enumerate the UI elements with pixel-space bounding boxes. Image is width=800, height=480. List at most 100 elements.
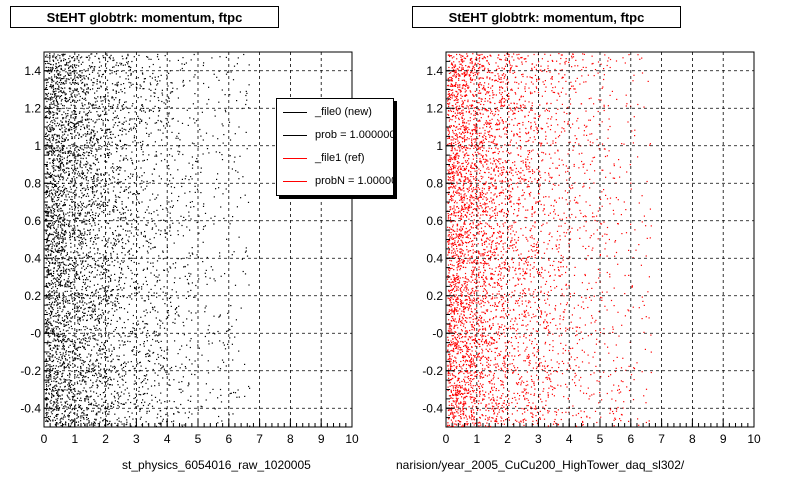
scatter-point (74, 126, 76, 128)
scatter-point (103, 185, 105, 187)
scatter-point (107, 92, 109, 94)
scatter-point (172, 87, 174, 89)
scatter-point (71, 196, 73, 198)
scatter-point (71, 180, 74, 182)
scatter-point (105, 88, 107, 90)
scatter-point (189, 340, 191, 342)
scatter-point (52, 224, 54, 226)
scatter-point (83, 126, 85, 128)
scatter-point (132, 418, 134, 420)
scatter-point (51, 103, 53, 105)
scatter-point (89, 168, 91, 170)
scatter-point (91, 211, 94, 213)
scatter-point (107, 276, 109, 278)
scatter-point (74, 217, 77, 219)
scatter-point (131, 105, 133, 107)
scatter-point (59, 97, 61, 99)
scatter-point (104, 371, 106, 373)
scatter-point (97, 176, 99, 179)
scatter-point (103, 188, 105, 190)
scatter-point (48, 382, 50, 384)
scatter-point (78, 346, 80, 348)
scatter-point (118, 100, 120, 102)
scatter-point (60, 422, 62, 424)
scatter-point (61, 398, 63, 400)
scatter-point (90, 111, 92, 113)
scatter-point (120, 225, 122, 227)
scatter-point (139, 87, 141, 89)
scatter-point (65, 230, 67, 233)
scatter-point (64, 126, 66, 128)
scatter-point (136, 175, 138, 177)
scatter-point (128, 65, 130, 67)
scatter-point (96, 53, 98, 55)
scatter-point (104, 272, 106, 274)
scatter-point (90, 186, 92, 189)
scatter-point (63, 348, 65, 350)
scatter-point (75, 157, 77, 159)
scatter-point (98, 318, 100, 320)
scatter-point (132, 71, 134, 73)
scatter-point (113, 346, 115, 349)
scatter-point (58, 293, 60, 296)
scatter-point (124, 335, 126, 337)
scatter-point (81, 192, 83, 194)
scatter-point (64, 68, 66, 70)
scatter-point (52, 359, 55, 361)
scatter-point (50, 324, 52, 326)
scatter-point (71, 137, 73, 140)
scatter-point (79, 76, 81, 78)
scatter-point (90, 265, 92, 267)
scatter-point (249, 387, 251, 389)
scatter-point (84, 423, 86, 425)
scatter-point (90, 301, 92, 303)
scatter-point (57, 243, 59, 245)
scatter-point (120, 421, 122, 423)
scatter-point (154, 223, 156, 225)
scatter-point (116, 62, 118, 64)
scatter-point (76, 145, 78, 147)
scatter-point (100, 137, 102, 140)
scatter-point (84, 343, 86, 345)
scatter-point (171, 118, 173, 120)
scatter-point (88, 102, 90, 104)
scatter-point (129, 230, 131, 232)
scatter-point (50, 93, 52, 95)
scatter-point (52, 160, 54, 163)
scatter-point (148, 66, 151, 68)
scatter-point (81, 97, 83, 99)
scatter-point (80, 392, 82, 394)
scatter-point (50, 71, 52, 73)
scatter-point (119, 386, 121, 388)
scatter-point (181, 178, 183, 180)
scatter-point (90, 371, 93, 373)
scatter-point (100, 65, 102, 67)
scatter-point (87, 78, 90, 80)
scatter-point (70, 74, 72, 76)
scatter-point (231, 168, 233, 170)
scatter-point (54, 378, 56, 380)
scatter-point (224, 348, 227, 350)
scatter-point (79, 317, 81, 319)
scatter-point (225, 365, 227, 367)
scatter-point (47, 318, 49, 320)
scatter-point (188, 211, 190, 213)
scatter-point (65, 64, 67, 66)
scatter-point (57, 372, 59, 375)
scatter-point (48, 260, 50, 262)
scatter-point (110, 323, 112, 325)
scatter-point (112, 366, 114, 368)
scatter-point (52, 420, 54, 422)
scatter-point (74, 110, 76, 112)
scatter-point (58, 314, 60, 316)
scatter-point (95, 402, 97, 404)
scatter-point (91, 168, 93, 170)
scatter-point (72, 388, 74, 390)
scatter-point (110, 405, 112, 407)
scatter-point (106, 260, 108, 262)
scatter-point (169, 384, 171, 386)
scatter-point (222, 342, 224, 344)
scatter-point (52, 187, 54, 189)
scatter-point (91, 204, 93, 206)
scatter-point (79, 342, 81, 344)
